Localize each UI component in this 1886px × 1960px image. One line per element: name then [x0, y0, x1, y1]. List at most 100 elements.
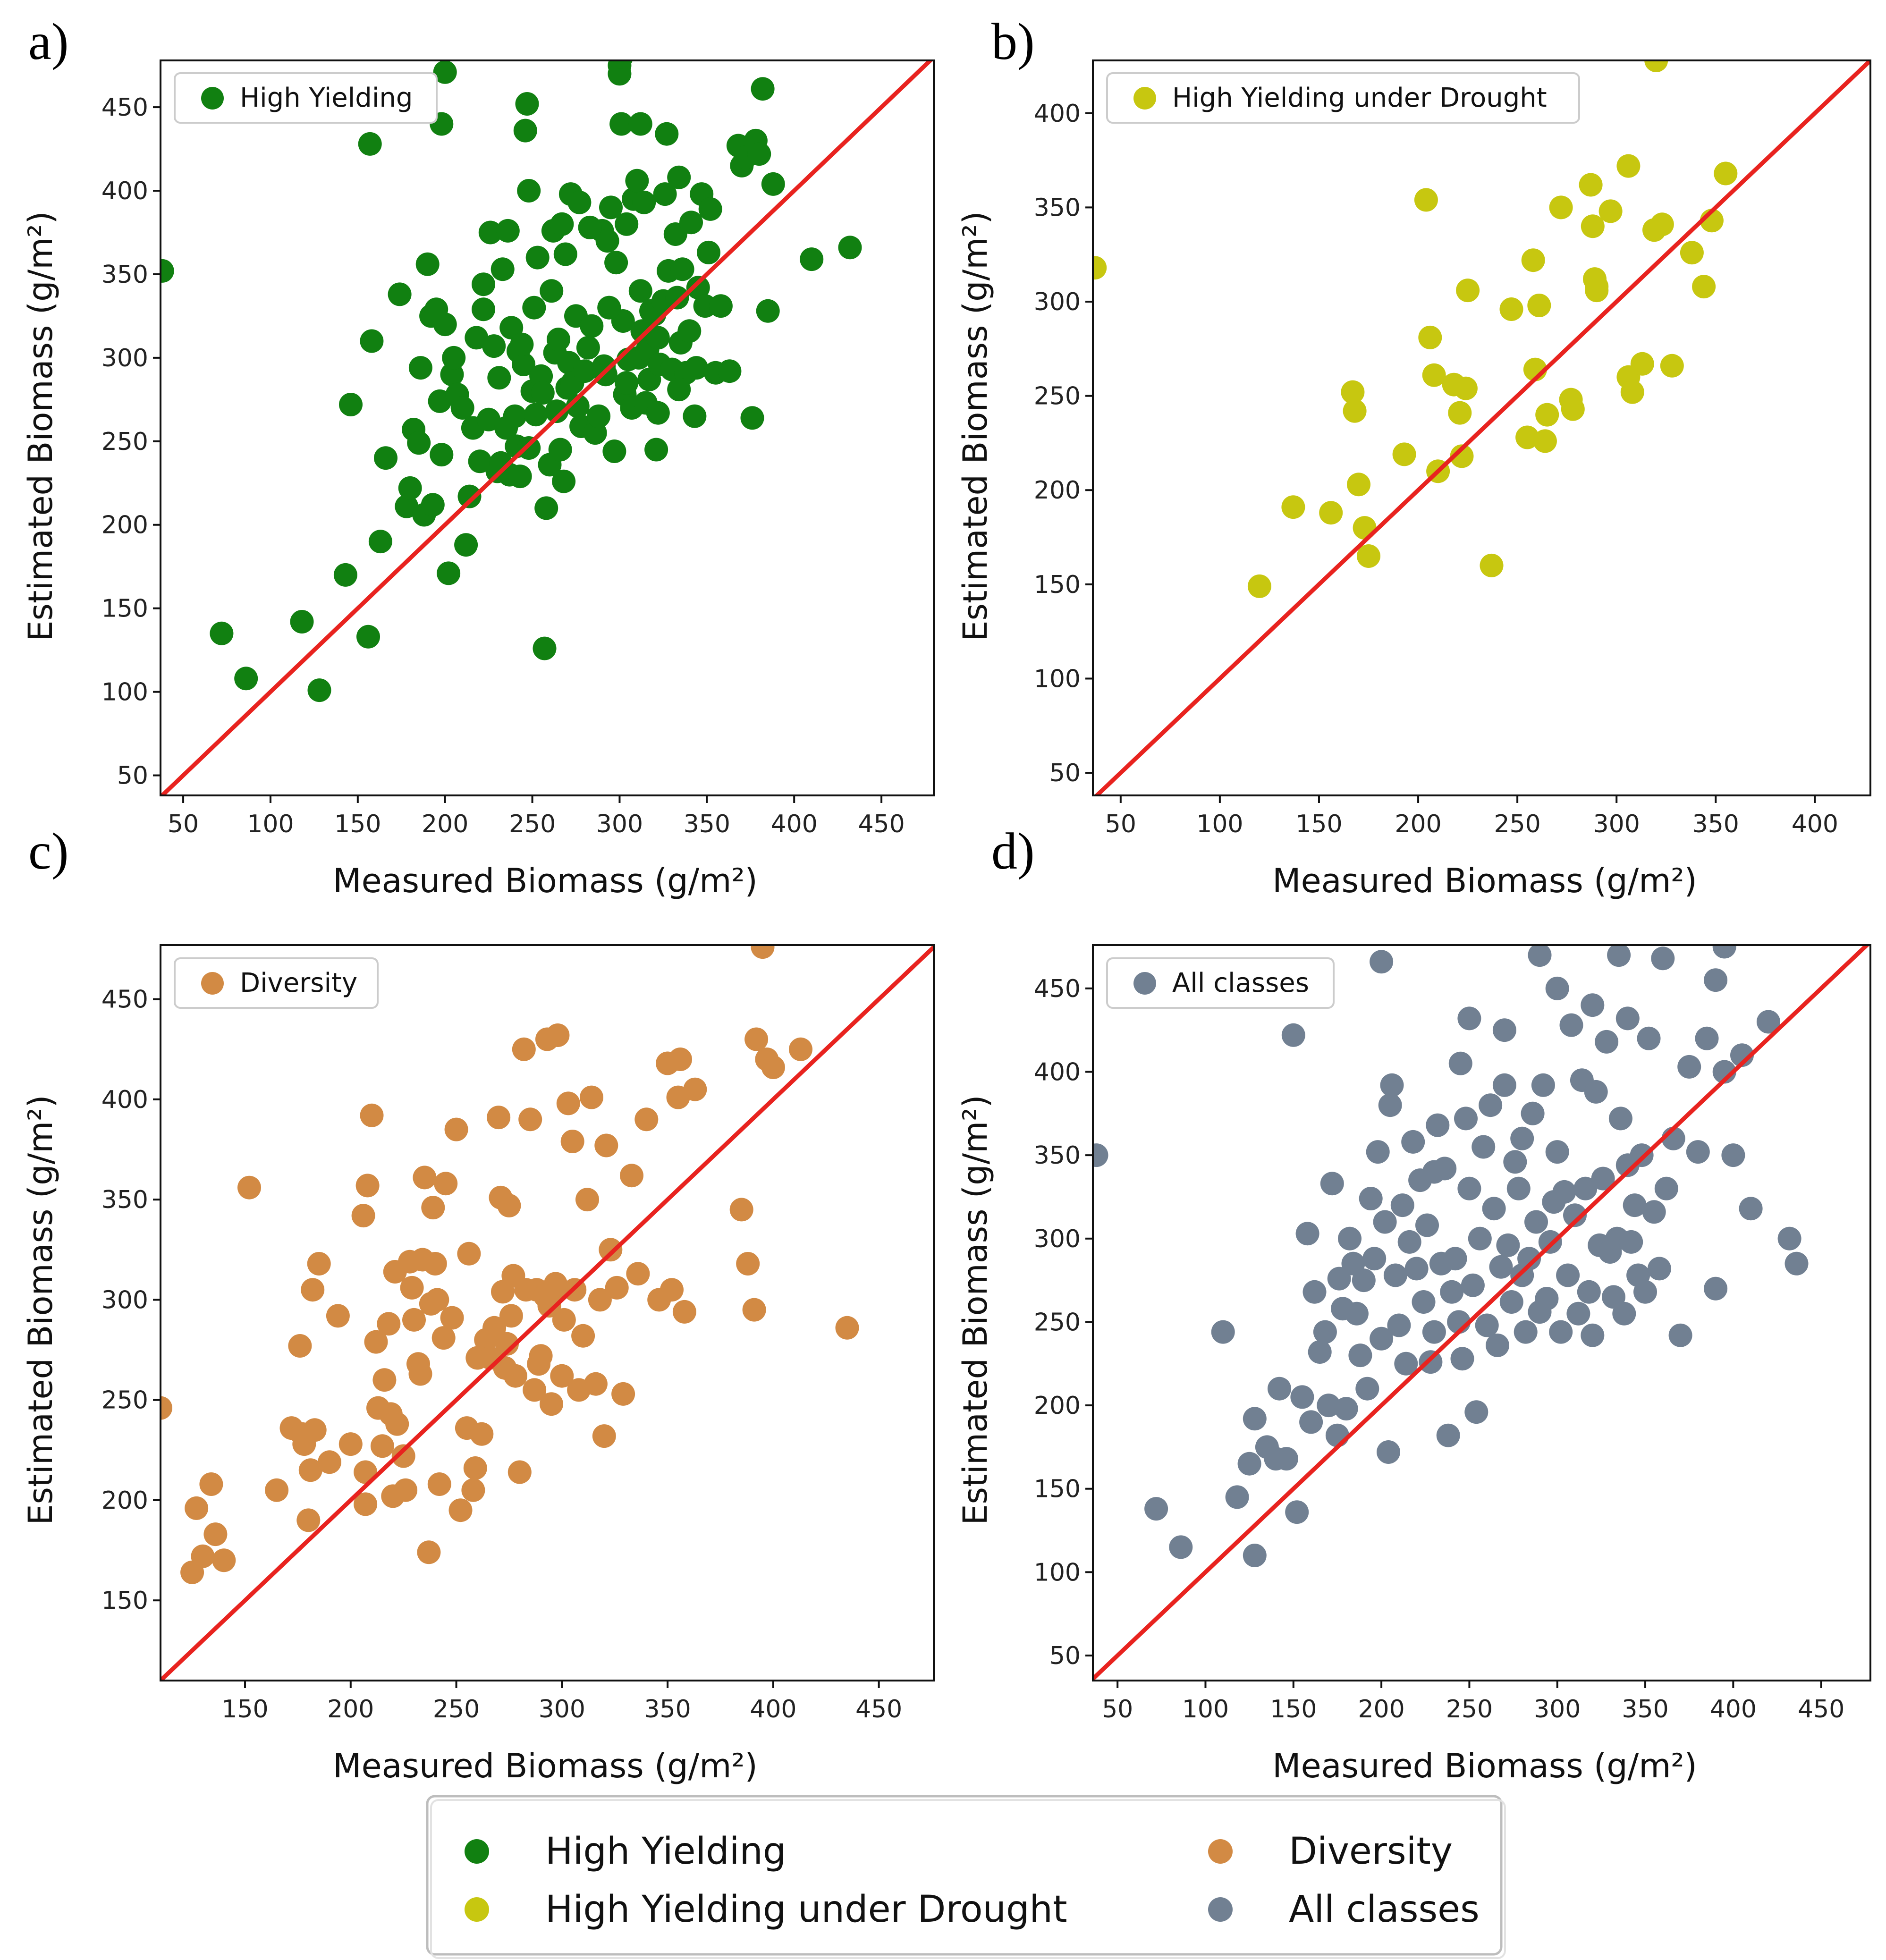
- data-point: [1584, 1080, 1608, 1104]
- data-point: [552, 469, 576, 493]
- data-point: [1533, 429, 1557, 453]
- data-point: [1422, 1160, 1446, 1184]
- data-point: [747, 142, 771, 166]
- data-point: [679, 211, 703, 235]
- data-point: [615, 371, 639, 395]
- data-point: [288, 1334, 312, 1358]
- data-point: [1556, 1263, 1580, 1287]
- data-point: [1285, 1500, 1309, 1524]
- data-point: [388, 282, 412, 306]
- data-point: [1552, 1180, 1576, 1204]
- x-tick-label: 150: [334, 810, 381, 838]
- data-point: [487, 1106, 511, 1130]
- data-point: [161, 259, 174, 283]
- panel-d-legend-box: [1106, 957, 1335, 1009]
- data-point: [1585, 279, 1609, 303]
- data-point: [1499, 297, 1523, 321]
- x-tick-label: 150: [1295, 810, 1342, 838]
- data-point: [1093, 1143, 1108, 1167]
- data-point: [391, 1444, 415, 1468]
- panel-b-legend: High Yielding under Drought: [1106, 72, 1580, 124]
- y-tick-label: 350: [101, 1186, 148, 1214]
- data-point: [744, 1027, 769, 1051]
- data-point: [433, 313, 457, 337]
- x-tick-label: 100: [1182, 1695, 1229, 1723]
- panel-a-label: a): [28, 13, 68, 70]
- data-point: [339, 393, 363, 416]
- bottom-legend-label-drought: High Yielding under Drought: [545, 1888, 1067, 1931]
- y-tick-label: 450: [101, 93, 148, 122]
- data-point: [1373, 1210, 1397, 1234]
- data-point: [1348, 1343, 1372, 1368]
- data-point: [1299, 1410, 1323, 1434]
- data-point: [512, 1037, 536, 1061]
- data-point: [394, 1478, 418, 1502]
- data-point: [550, 212, 574, 236]
- data-point: [1637, 1026, 1661, 1050]
- data-point: [1475, 1313, 1499, 1337]
- data-point: [425, 1288, 449, 1312]
- data-point: [491, 257, 515, 281]
- data-point: [360, 1103, 384, 1127]
- data-point: [761, 172, 785, 196]
- bottom-legend-label-all-classes: All classes: [1289, 1888, 1480, 1931]
- data-point: [1362, 1247, 1387, 1271]
- data-point: [620, 1164, 643, 1188]
- data-point: [1486, 1333, 1509, 1357]
- data-point: [550, 1364, 574, 1388]
- data-point: [1563, 1203, 1587, 1227]
- data-point: [1457, 1176, 1481, 1200]
- bottom-legend-marker-all-classes: [1208, 1897, 1233, 1922]
- data-point: [1598, 199, 1623, 223]
- panel-b-plot: 50 100 150 200 250 300 350 400 50 100 150 200 250 300…: [1034, 59, 1871, 838]
- x-tick-label: 150: [221, 1695, 268, 1723]
- data-point: [761, 1056, 785, 1079]
- data-point: [1668, 1323, 1692, 1347]
- data-point: [1341, 380, 1365, 404]
- panel-a-legend-marker: [201, 87, 224, 110]
- data-point: [625, 169, 649, 193]
- data-point: [1642, 1200, 1666, 1224]
- data-point: [677, 319, 702, 343]
- y-tick-label: 100: [101, 678, 148, 707]
- data-point: [1695, 1026, 1719, 1050]
- panel-c-plot: 150 200 250 300 350 400 450 150 200 250 300 350 400 4…: [101, 944, 935, 1723]
- data-point: [1436, 1423, 1460, 1447]
- data-point: [1535, 1287, 1559, 1310]
- data-point: [1521, 248, 1545, 272]
- data-point: [1654, 1176, 1678, 1200]
- data-point: [1479, 1093, 1503, 1117]
- y-tick-label: 350: [1034, 194, 1081, 222]
- x-tick-label: 250: [433, 1695, 480, 1723]
- x-tick-label: 350: [1622, 1695, 1668, 1723]
- data-point: [1756, 1010, 1780, 1034]
- bottom-legend-box: [426, 1795, 1503, 1956]
- data-point: [1243, 1407, 1267, 1431]
- data-point: [602, 439, 626, 463]
- panel-b-identity-line: [1093, 60, 1870, 795]
- x-tick-label: 400: [750, 1695, 796, 1723]
- data-point: [517, 436, 541, 460]
- panel-d-ylabel: Estimated Biomass (g/m²): [956, 1095, 995, 1525]
- x-tick-label: 250: [509, 810, 556, 838]
- data-point: [1093, 256, 1107, 280]
- panel-b-points: [1093, 60, 1738, 598]
- data-point: [1144, 1497, 1168, 1521]
- data-point: [1612, 1301, 1636, 1326]
- data-point: [415, 252, 440, 276]
- data-point: [1712, 945, 1736, 959]
- panel-a-xlabel: Measured Biomass (g/m²): [333, 862, 758, 900]
- y-tick-label: 50: [117, 762, 148, 790]
- panel-d-identity-line: [1093, 945, 1870, 1681]
- data-point: [374, 446, 397, 470]
- data-point: [408, 356, 432, 380]
- data-point: [372, 1368, 397, 1392]
- data-point: [1492, 1018, 1516, 1042]
- x-tick-label: 200: [327, 1695, 374, 1723]
- data-point: [685, 356, 709, 380]
- data-point: [1538, 1230, 1562, 1254]
- data-point: [556, 1091, 580, 1115]
- data-point: [1377, 1440, 1400, 1464]
- panel-d-legend-marker: [1133, 972, 1156, 995]
- data-point: [1422, 1320, 1446, 1344]
